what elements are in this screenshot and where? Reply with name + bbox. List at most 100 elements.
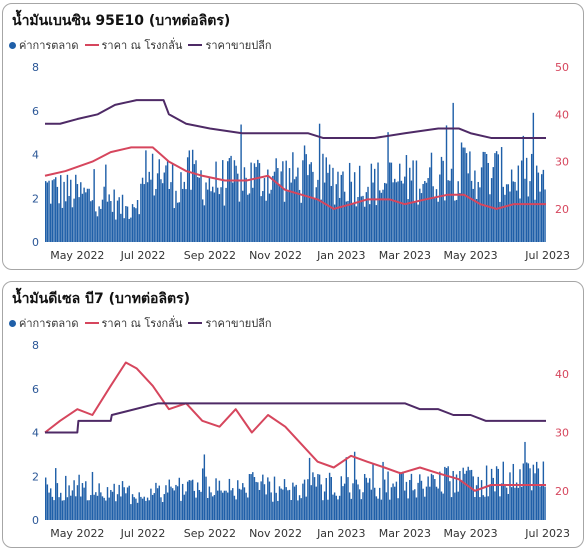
marketing-margin-bar	[360, 499, 363, 520]
marketing-margin-bar	[267, 169, 269, 242]
marketing-margin-bar	[318, 123, 321, 242]
marketing-margin-bar	[385, 183, 388, 242]
marketing-margin-bar	[347, 200, 349, 242]
marketing-margin-bar	[282, 489, 284, 520]
marketing-margin-bar	[455, 474, 458, 520]
marketing-margin-bar	[272, 175, 274, 242]
marketing-margin-bar	[257, 482, 259, 520]
marketing-margin-bar	[457, 181, 459, 242]
marketing-margin-bar	[83, 187, 85, 242]
marketing-margin-bar	[375, 205, 378, 242]
marketing-margin-bar	[195, 160, 197, 242]
marketing-margin-bar	[106, 201, 109, 242]
chart-title: น้ำมันเบนซิน 95E10 (บาทต่อลิตร)	[12, 13, 231, 29]
marketing-margin-bar	[116, 200, 119, 242]
y-left-tick-label: 0	[32, 514, 39, 527]
marketing-margin-bar	[282, 161, 284, 242]
legend-item-refinery-price[interactable]: ราคา ณ โรงกลั่น	[84, 36, 182, 54]
marketing-margin-bar	[449, 481, 451, 520]
marketing-margin-bar	[45, 477, 47, 520]
marketing-margin-bar	[237, 173, 239, 242]
legend-item-retail-price[interactable]: ราคาขายปลีก	[188, 314, 272, 332]
marketing-margin-bar	[465, 470, 468, 520]
marketing-margin-bar	[404, 490, 406, 520]
marketing-margin-bar	[394, 486, 396, 520]
marketing-margin-bar	[345, 457, 348, 520]
marketing-margin-bar	[248, 193, 251, 242]
marketing-margin-bar	[298, 495, 301, 520]
marketing-margin-bar	[387, 132, 389, 242]
marketing-margin-bar	[113, 483, 115, 520]
marketing-margin-bar	[467, 466, 469, 520]
legend-item-refinery-price[interactable]: ราคา ณ โรงกลั่น	[84, 314, 182, 332]
marketing-margin-bar	[308, 457, 311, 520]
marketing-margin-bar	[390, 487, 393, 520]
marketing-margin-bar	[75, 496, 77, 520]
x-tick-label: Jul 2022	[120, 249, 166, 262]
marketing-margin-bar	[133, 497, 135, 520]
marketing-margin-bar	[532, 464, 535, 520]
marketing-margin-bar	[389, 162, 391, 242]
marketing-margin-bar	[78, 474, 80, 520]
marketing-margin-bar	[363, 206, 366, 242]
legend-item-marketing-margin[interactable]: ค่าการตลาด	[9, 314, 79, 332]
marketing-margin-bar	[340, 476, 343, 520]
marketing-margin-bar	[544, 486, 546, 520]
marketing-margin-bar	[233, 495, 236, 520]
marketing-margin-bar	[357, 197, 359, 242]
marketing-margin-bar	[447, 180, 449, 242]
marketing-margin-bar	[303, 479, 306, 520]
marketing-margin-bar	[160, 179, 162, 242]
marketing-margin-bar	[61, 207, 64, 242]
marketing-margin-bar	[225, 187, 227, 242]
marketing-margin-bar	[307, 175, 309, 242]
x-tick-label: Nov 2022	[249, 527, 302, 540]
marketing-margin-bar	[83, 487, 85, 520]
marketing-margin-bar	[75, 174, 77, 242]
marketing-margin-bar	[153, 195, 155, 242]
marketing-margin-bar	[275, 492, 277, 520]
legend-item-retail-price[interactable]: ราคาขายปลีก	[188, 36, 272, 54]
marketing-margin-bar	[227, 492, 229, 520]
marketing-margin-bar	[400, 473, 403, 520]
marketing-margin-bar	[105, 500, 107, 520]
marketing-margin-bar	[212, 186, 214, 242]
marketing-margin-bar	[482, 495, 484, 520]
legend-item-marketing-margin[interactable]: ค่าการตลาด	[9, 36, 79, 54]
marketing-margin-bar	[93, 494, 95, 520]
marketing-margin-bar	[435, 189, 438, 242]
marketing-margin-bar	[405, 155, 408, 242]
marketing-margin-bar	[330, 185, 332, 242]
marketing-margin-bar	[382, 461, 384, 520]
marketing-margin-bar	[472, 476, 474, 520]
marketing-margin-bar	[125, 206, 127, 242]
legend-label: ราคาขายปลีก	[205, 317, 272, 330]
marketing-margin-bar	[514, 487, 516, 520]
marketing-margin-bar	[153, 493, 155, 520]
marketing-margin-bar	[387, 471, 389, 520]
marketing-margin-bar	[111, 211, 114, 242]
marketing-margin-bar	[439, 471, 441, 520]
marketing-margin-bar	[250, 474, 252, 520]
marketing-margin-bar	[510, 487, 513, 520]
marketing-margin-bar	[165, 165, 167, 242]
marketing-margin-bar	[424, 496, 426, 520]
marketing-margin-bar	[148, 500, 150, 520]
marketing-margin-bar	[265, 200, 267, 242]
marketing-margin-bar	[168, 479, 170, 520]
marketing-margin-bar	[290, 500, 292, 520]
marketing-margin-bar	[116, 494, 119, 520]
marketing-margin-bar	[465, 153, 468, 242]
marketing-margin-bar	[404, 176, 406, 242]
marketing-margin-bar	[325, 157, 327, 242]
marketing-margin-bar	[300, 202, 302, 242]
y-right-tick-label: 30	[555, 156, 569, 169]
marketing-margin-bar	[146, 497, 149, 520]
marketing-margin-bar	[450, 168, 453, 242]
marketing-margin-bar	[348, 492, 351, 520]
marketing-margin-bar	[333, 492, 336, 520]
x-tick-label: Sep 2022	[184, 249, 236, 262]
marketing-margin-bar	[230, 490, 232, 520]
marketing-margin-bar	[302, 160, 304, 242]
marketing-margin-bar	[402, 183, 404, 242]
